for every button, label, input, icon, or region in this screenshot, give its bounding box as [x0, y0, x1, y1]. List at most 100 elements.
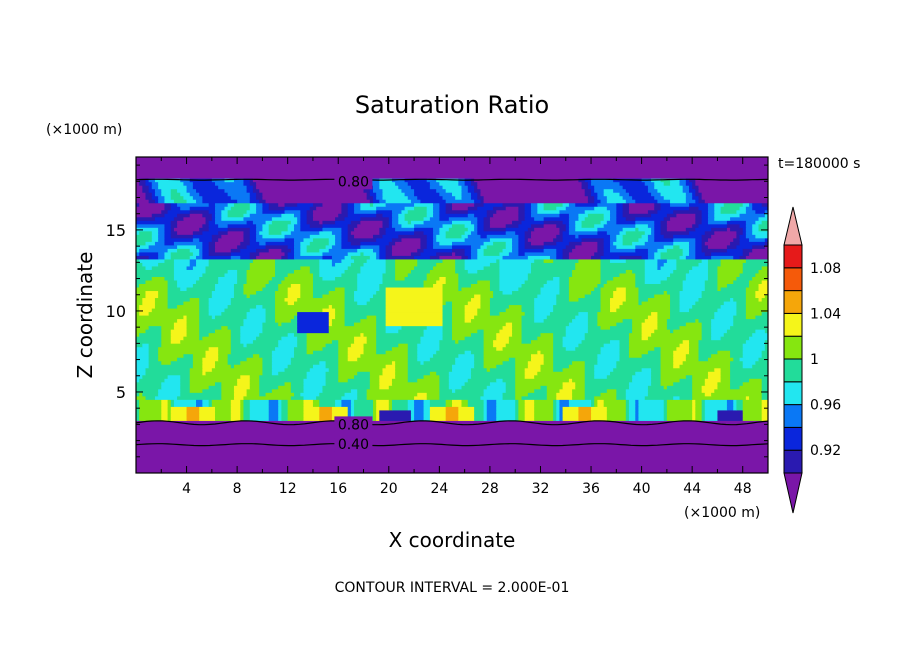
- field-cell: [452, 364, 475, 369]
- field-cell: [568, 223, 576, 228]
- field-cell: [531, 209, 538, 214]
- field-cell: [524, 371, 538, 376]
- field-cell: [442, 332, 453, 337]
- field-cell: [268, 223, 289, 228]
- field-cell: [373, 248, 380, 253]
- field-cell: [499, 265, 532, 270]
- field-cell: [221, 385, 235, 390]
- field-cell: [761, 395, 768, 400]
- field-cell: [230, 332, 241, 337]
- field-cell: [180, 192, 191, 197]
- field-cell: [136, 413, 140, 418]
- field-cell: [268, 413, 279, 418]
- field-cell: [136, 311, 140, 316]
- field-cell: [679, 304, 693, 309]
- field-cell: [657, 248, 668, 253]
- colorbar-box: [783, 449, 803, 474]
- field-cell: [474, 223, 478, 228]
- field-cell: [164, 237, 194, 242]
- field-cell: [347, 346, 365, 351]
- field-cell: [357, 388, 368, 393]
- field-cell: [256, 195, 263, 200]
- field-cell: [758, 227, 768, 232]
- field-cell: [243, 402, 251, 407]
- field-cell: [543, 223, 557, 228]
- field-cell: [515, 392, 529, 397]
- field-cell: [670, 311, 715, 316]
- field-cell: [177, 279, 197, 284]
- field-cell: [704, 392, 712, 397]
- field-cell: [439, 213, 469, 218]
- field-cell: [467, 399, 485, 404]
- field-cell: [363, 350, 377, 355]
- field-cell: [183, 181, 194, 186]
- field-cell: [278, 399, 282, 404]
- field-cell: [312, 272, 320, 277]
- field-cell: [309, 269, 320, 274]
- field-cell: [745, 255, 768, 260]
- field-cell: [297, 329, 330, 334]
- field-cell: [376, 399, 390, 404]
- field-cell: [689, 202, 709, 207]
- field-cell: [597, 318, 624, 323]
- field-cell: [531, 353, 545, 358]
- field-cell: [467, 234, 482, 239]
- field-cell: [477, 251, 485, 256]
- field-cell: [477, 220, 485, 225]
- field-cell: [600, 199, 608, 204]
- field-cell: [657, 311, 671, 316]
- field-cell: [745, 223, 753, 228]
- field-cell: [616, 244, 636, 249]
- field-cell: [745, 339, 766, 344]
- field-cell: [641, 300, 671, 306]
- field-cell: [679, 325, 703, 330]
- field-cell: [344, 255, 352, 260]
- field-cell: [335, 276, 358, 281]
- field-cell: [309, 223, 324, 228]
- field-cell: [262, 304, 276, 309]
- field-cell: [404, 213, 428, 218]
- field-cell: [502, 392, 516, 397]
- field-cell: [508, 339, 523, 344]
- field-cell: [553, 343, 564, 348]
- field-cell: [600, 258, 611, 263]
- field-cell: [651, 374, 662, 379]
- field-cell: [628, 192, 652, 197]
- field-cell: [161, 413, 169, 418]
- field-cell: [249, 378, 260, 383]
- field-cell: [587, 185, 595, 190]
- field-cell: [641, 234, 649, 239]
- field-cell: [407, 360, 421, 365]
- field-cell: [660, 206, 690, 211]
- field-cell: [670, 178, 681, 183]
- field-cell: [360, 216, 390, 221]
- field-cell: [761, 202, 768, 207]
- field-cell: [695, 399, 703, 404]
- field-cell: [136, 283, 140, 288]
- field-cell: [499, 272, 529, 277]
- field-cell: [603, 237, 611, 242]
- field-cell: [752, 364, 768, 369]
- field-cell: [717, 279, 734, 284]
- field-cell: [531, 234, 557, 239]
- field-cell: [290, 357, 339, 362]
- field-cell: [695, 416, 703, 421]
- field-cell: [297, 325, 330, 330]
- field-cell: [610, 304, 621, 309]
- field-cell: [761, 311, 768, 316]
- field-cell: [208, 251, 232, 256]
- field-cell: [382, 367, 396, 372]
- field-cell: [458, 353, 475, 358]
- field-cell: [379, 378, 393, 383]
- field-cell: [388, 399, 393, 404]
- field-cell: [632, 378, 652, 383]
- field-cell: [303, 402, 314, 407]
- field-cell: [461, 234, 469, 239]
- field-cell: [572, 388, 586, 393]
- field-cell: [704, 279, 719, 284]
- field-cell: [442, 258, 456, 263]
- field-cell: [199, 237, 213, 242]
- plot-frame: [135, 156, 769, 474]
- field-cell: [136, 360, 150, 365]
- field-cell: [685, 374, 693, 379]
